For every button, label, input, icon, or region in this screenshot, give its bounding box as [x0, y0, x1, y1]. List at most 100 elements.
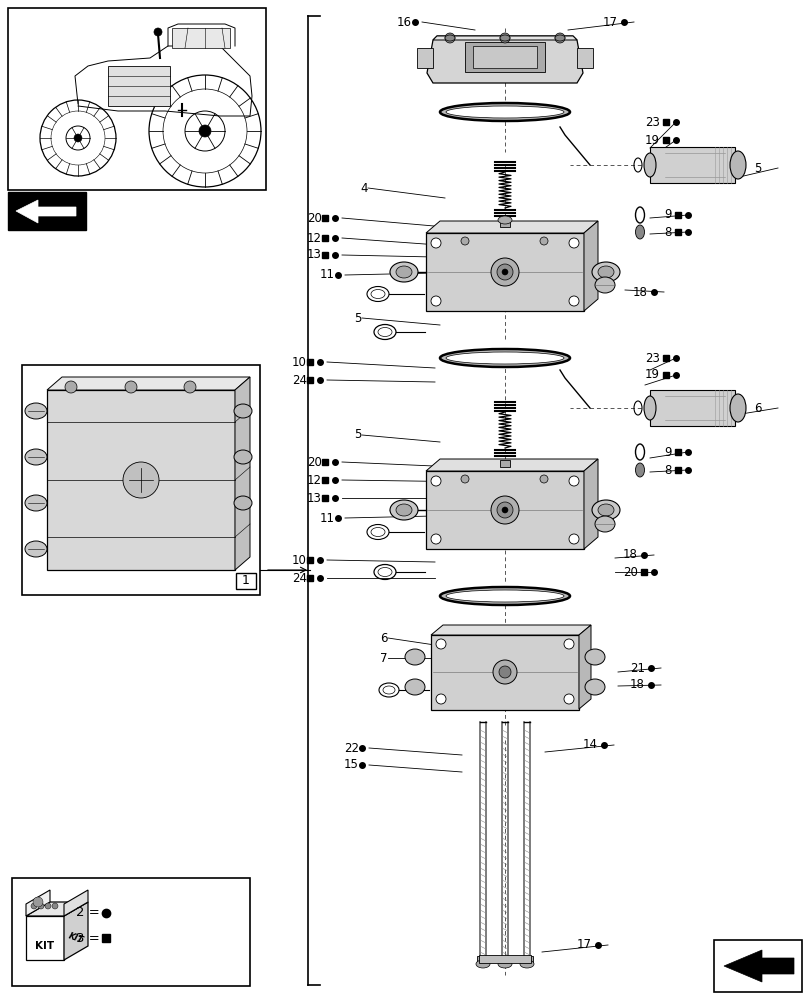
Polygon shape [426, 221, 597, 233]
Text: 6: 6 [380, 632, 388, 645]
Polygon shape [723, 950, 793, 982]
Bar [577, 48, 592, 68]
Circle shape [66, 126, 90, 150]
Text: 20: 20 [307, 212, 322, 225]
Polygon shape [426, 459, 597, 471]
Text: 19: 19 [644, 133, 659, 146]
Bar [12, 878, 250, 986]
Polygon shape [234, 377, 250, 570]
Text: 14: 14 [582, 738, 597, 752]
Polygon shape [64, 902, 88, 960]
Circle shape [436, 694, 445, 704]
Circle shape [33, 897, 43, 907]
Ellipse shape [594, 277, 614, 293]
Ellipse shape [234, 450, 251, 464]
Text: 9: 9 [663, 209, 672, 222]
Circle shape [539, 475, 547, 483]
Circle shape [431, 296, 440, 306]
Ellipse shape [635, 225, 644, 239]
Ellipse shape [584, 649, 604, 665]
Ellipse shape [25, 403, 47, 419]
Bar [417, 48, 432, 68]
Circle shape [461, 237, 469, 245]
Circle shape [125, 381, 137, 393]
Bar [465, 42, 544, 72]
Text: 13: 13 [307, 491, 322, 504]
Ellipse shape [729, 394, 745, 422]
Bar [172, 28, 230, 48]
Polygon shape [47, 377, 250, 390]
Ellipse shape [396, 266, 411, 278]
Circle shape [500, 33, 509, 43]
Text: 11: 11 [320, 268, 335, 282]
Ellipse shape [497, 960, 512, 968]
Ellipse shape [25, 541, 47, 557]
Text: 20: 20 [622, 566, 637, 578]
Polygon shape [583, 221, 597, 311]
Text: 5: 5 [354, 428, 362, 442]
Circle shape [496, 264, 513, 280]
Bar [521, 956, 532, 964]
Text: 8: 8 [664, 226, 672, 238]
Bar [22, 365, 260, 595]
Text: 19: 19 [644, 368, 659, 381]
Text: 24: 24 [292, 572, 307, 584]
Circle shape [431, 238, 440, 248]
Text: 24: 24 [292, 373, 307, 386]
Bar [8, 192, 86, 230]
Bar [500, 460, 509, 467]
Text: 5: 5 [354, 312, 362, 324]
Polygon shape [26, 890, 50, 916]
Polygon shape [26, 916, 64, 960]
Ellipse shape [389, 500, 418, 520]
Polygon shape [649, 390, 734, 426]
Text: 8: 8 [664, 464, 672, 477]
Bar [499, 956, 510, 964]
Bar [476, 956, 488, 964]
Circle shape [148, 75, 260, 187]
Text: 6: 6 [753, 401, 761, 414]
Ellipse shape [445, 106, 564, 118]
Text: 5: 5 [753, 161, 761, 174]
Circle shape [539, 237, 547, 245]
Bar [426, 471, 583, 549]
Text: 16: 16 [397, 15, 411, 28]
Text: 22: 22 [344, 742, 358, 754]
Ellipse shape [597, 504, 613, 516]
Circle shape [569, 238, 578, 248]
Circle shape [38, 903, 44, 909]
Ellipse shape [234, 496, 251, 510]
Circle shape [564, 639, 573, 649]
Ellipse shape [445, 352, 564, 364]
Ellipse shape [444, 35, 454, 41]
Circle shape [163, 89, 247, 173]
Polygon shape [64, 890, 88, 916]
Text: 13: 13 [307, 248, 322, 261]
Circle shape [122, 462, 159, 498]
Ellipse shape [635, 463, 644, 477]
Ellipse shape [591, 262, 620, 282]
Circle shape [501, 507, 508, 513]
Ellipse shape [500, 35, 509, 41]
Circle shape [436, 639, 445, 649]
Ellipse shape [25, 449, 47, 465]
Bar [431, 635, 578, 710]
Ellipse shape [389, 262, 418, 282]
Circle shape [501, 269, 508, 275]
Polygon shape [16, 200, 76, 223]
Circle shape [45, 903, 51, 909]
Ellipse shape [475, 960, 489, 968]
Text: 2 =: 2 = [76, 906, 100, 920]
Ellipse shape [440, 103, 569, 121]
Text: 12: 12 [307, 474, 322, 487]
Polygon shape [578, 625, 590, 709]
Bar [236, 573, 255, 589]
Polygon shape [432, 36, 577, 40]
Text: 23: 23 [644, 115, 659, 128]
Bar [500, 220, 509, 227]
Ellipse shape [584, 679, 604, 695]
Ellipse shape [591, 500, 620, 520]
Text: 11: 11 [320, 512, 335, 524]
Polygon shape [583, 459, 597, 549]
Text: 12: 12 [307, 232, 322, 244]
